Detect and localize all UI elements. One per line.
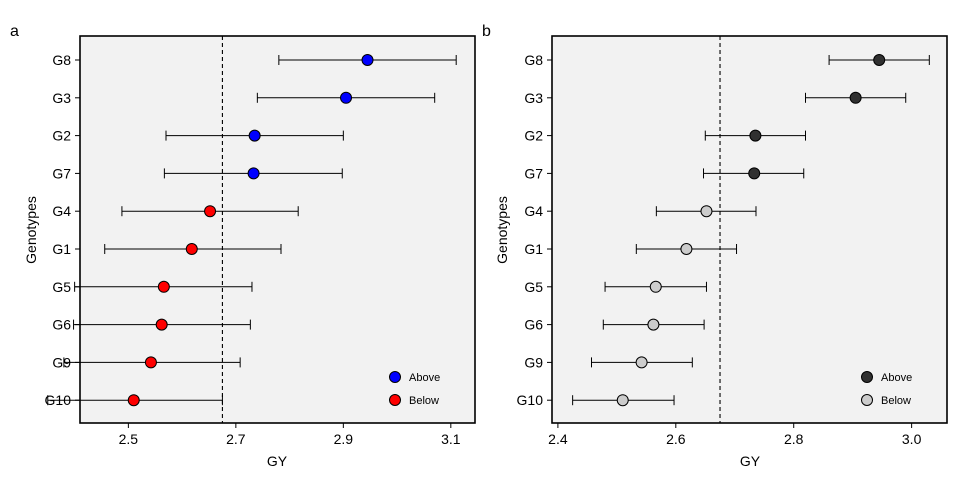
legend-marker [389,394,401,406]
y-tick-label: G3 [524,90,543,106]
legend-label: Below [409,395,439,407]
data-point [700,205,713,218]
y-tick-label: G3 [52,90,71,106]
data-point [649,280,662,293]
x-tick-label: 2.9 [334,431,354,447]
marks-layer: 2.5 2.7 2.9 3.1G8G3G2G7G4G1G5G6G9G10AboveBe… [45,36,461,447]
y-tick-label: G6 [52,317,71,333]
data-point [127,394,140,407]
data-point [616,394,629,407]
data-point [635,356,648,369]
x-tick-label: 3.1 [441,431,461,447]
x-tick-label: 3.0 [902,431,922,447]
panel-label: b [482,23,491,40]
legend-label: Above [881,372,912,384]
plot-background [80,36,475,423]
y-tick-label: G2 [52,128,71,144]
x-tick-label: 2.6 [666,431,686,447]
data-point [248,129,261,142]
data-point [849,91,862,104]
data-point [155,318,168,331]
legend-marker [861,394,873,406]
legend-label: Below [881,395,911,407]
x-tick-label: 2.5 [119,431,139,447]
panel-label: a [10,23,19,40]
panel-b: b GY Genotypes 2.4 2.6 2.8 3.0 G8 G3 G2 G7 G4 G1 G… [482,23,948,469]
x-tick-label: 2.4 [548,431,568,447]
data-point [749,129,762,142]
y-tick-label: G1 [52,241,71,257]
data-point [647,318,660,331]
y-tick-label: G9 [52,354,71,370]
y-tick-label: G10 [517,392,544,408]
y-tick-label: G4 [52,203,71,219]
legend-marker [861,371,873,383]
x-tick-label: 2.8 [784,431,804,447]
data-point [361,54,374,66]
legend-label: Above [409,372,440,384]
y-axis-label: Genotypes [23,196,39,264]
y-tick-label: G5 [52,279,71,295]
data-point [247,167,260,180]
data-point [185,243,198,255]
data-point [680,243,693,255]
x-axis-label: GY [740,453,761,469]
y-tick-label: G4 [524,203,543,219]
y-tick-label: G8 [524,52,543,68]
legend-marker [389,371,401,383]
plot-background [552,36,947,423]
data-point [144,356,157,369]
y-tick-label: G1 [524,241,543,257]
data-point [204,205,217,218]
y-tick-label: G7 [524,165,543,181]
data-point [873,54,886,66]
y-axis-label: Genotypes [494,196,510,264]
y-tick-label: G5 [524,279,543,295]
panel-a: a GY Genotypes 2.5 2.7 2.9 3.1 G8 G3 G2 G7 G4 G1 G… [10,23,476,469]
marks-layer: 2.4 2.6 2.8 3.0 G8 G3 G2 G7 G4 G1 G5 G6 G9 G10 Above Be… [517,36,930,447]
y-tick-label: G8 [52,52,71,68]
data-point [748,167,761,180]
data-point [340,91,353,104]
x-tick-label: 2.7 [226,431,246,447]
plot-frame [79,35,476,424]
plot-frame [551,35,948,424]
x-axis-label: GY [267,453,288,469]
data-point [157,280,170,293]
y-tick-label: G9 [524,354,543,370]
y-tick-label: G7 [52,165,71,181]
y-tick-label: G2 [524,128,543,144]
y-tick-label: G6 [524,317,543,333]
